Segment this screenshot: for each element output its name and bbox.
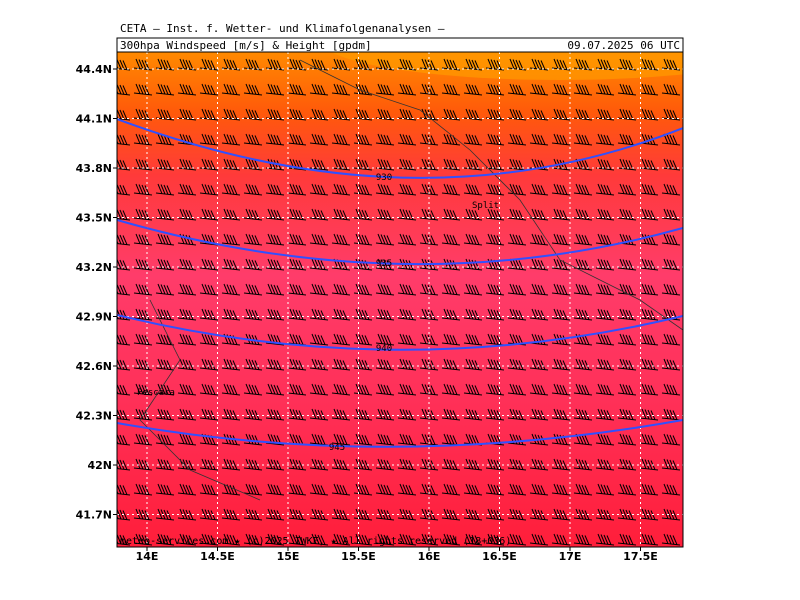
lat-label: 44.4N (76, 63, 112, 76)
lon-label: 16E (418, 550, 441, 563)
contour-label: 940 (376, 344, 392, 354)
lon-label: 15E (277, 550, 300, 563)
lon-label: 17E (559, 550, 582, 563)
lon-label: 16.5E (482, 550, 517, 563)
footer-credit: meteo-services.com ★ (c)2025 IWKF, ★ All… (120, 536, 511, 547)
lon-label: 15.5E (341, 550, 376, 563)
lat-label: 42.3N (76, 410, 112, 423)
lat-label: 43.5N (76, 212, 112, 225)
place-label: Split (472, 201, 499, 211)
map-area (117, 52, 683, 547)
contour-label: 945 (329, 443, 345, 453)
header-title: CETA – Inst. f. Wetter- und Klimafolgena… (120, 22, 445, 35)
lat-label: 41.7N (76, 509, 112, 522)
lat-label: 43.8N (76, 162, 112, 175)
lat-label: 44.1N (76, 113, 112, 126)
product-label: 300hpa Windspeed [m/s] & Height [gpdm] (120, 39, 372, 52)
lon-label: 14.5E (200, 550, 235, 563)
frame (116, 51, 684, 548)
lat-label: 42.9N (76, 311, 112, 324)
lat-label: 42.6N (76, 360, 112, 373)
lon-label: 14E (136, 550, 159, 563)
lat-label: 43.2N (76, 261, 112, 274)
contour-label: 935 (376, 259, 392, 269)
valid-time: 09.07.2025 06 UTC (567, 39, 680, 52)
lon-label: 17.5E (623, 550, 658, 563)
contour-label: 930 (376, 173, 392, 183)
place-label: Pescara (137, 388, 175, 398)
lat-label: 42N (87, 459, 112, 472)
